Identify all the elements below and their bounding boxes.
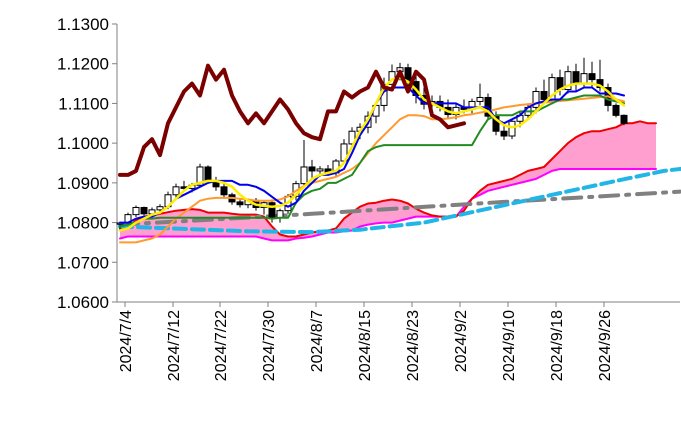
y-tick-label: 1.0600: [57, 293, 109, 312]
x-tick-label: 2024/9/10: [501, 310, 518, 381]
senkou-span-b-line: [119, 168, 657, 242]
y-axis: 1.0600 1.0700 1.0800 1.0900 1.1000 1.1100 1.12…: [57, 15, 118, 312]
candle-body: [580, 73, 588, 85]
candle: [212, 176, 220, 191]
candle-body: [196, 166, 204, 186]
x-tick-label: 2024/7/30: [261, 310, 278, 381]
x-tick-label: 2024/7/22: [213, 310, 230, 381]
y-tick-label: 1.1000: [57, 134, 109, 153]
candle-body: [588, 73, 596, 81]
candle: [572, 63, 580, 92]
x-tick-label: 2024/7/4: [118, 310, 135, 372]
x-axis: 2024/7/4 2024/7/12 2024/7/22 2024/7/30 2024/…: [117, 301, 680, 381]
candle-body: [612, 104, 620, 116]
candle-body: [156, 206, 164, 211]
chikou-span-line: [118, 63, 466, 177]
candle-body: [172, 186, 180, 196]
indicator-lines-front: [118, 63, 626, 244]
y-tick-label: 1.1300: [57, 15, 109, 34]
candle-body: [620, 114, 628, 124]
x-tick-label: 2024/9/18: [549, 310, 566, 381]
candle: [532, 87, 540, 114]
candle: [612, 103, 620, 118]
candle-body: [476, 96, 484, 102]
y-tick-label: 1.0800: [57, 214, 109, 233]
candle: [476, 83, 484, 106]
x-tick-label: 2024/9/26: [597, 310, 614, 381]
y-tick-label: 1.0900: [57, 174, 109, 193]
x-tick-label: 2024/8/15: [357, 310, 374, 381]
candle: [260, 200, 268, 215]
gray-dashed-line: [118, 189, 681, 227]
candle-body: [316, 168, 324, 172]
candle-body: [236, 201, 244, 206]
candle-body: [276, 210, 284, 219]
moving-average-short-line: [118, 76, 626, 232]
x-tick-label: 2024/8/23: [405, 310, 422, 381]
x-tick-label: 2024/7/12: [166, 310, 183, 381]
candle-body: [540, 91, 548, 100]
candle-body: [508, 120, 516, 137]
candle-body: [564, 71, 572, 91]
y-tick-label: 1.1100: [58, 94, 109, 113]
candle-body: [500, 130, 508, 137]
candle: [500, 125, 508, 140]
senkou-span-a-line: [119, 120, 657, 238]
candle-body: [140, 206, 148, 215]
candle: [132, 205, 140, 218]
candle-body: [348, 130, 356, 145]
candle-body: [308, 166, 316, 172]
candle-body: [132, 206, 140, 216]
candle-body: [204, 166, 212, 182]
candle: [220, 183, 228, 199]
candle: [300, 139, 308, 188]
candle-body: [300, 166, 308, 185]
x-tick-label: 2024/9/2: [453, 310, 470, 372]
candle: [620, 114, 628, 126]
cyan-dashed-line: [118, 166, 681, 235]
kijun-sen-line: [119, 94, 625, 228]
candle-body: [268, 202, 276, 219]
y-tick-label: 1.1200: [57, 55, 109, 74]
candle-body: [572, 71, 580, 85]
candle: [140, 206, 148, 216]
x-tick-label: 2024/8/7: [309, 310, 326, 372]
candle: [564, 65, 572, 94]
candle: [172, 183, 180, 198]
candle-body: [220, 186, 228, 196]
candle: [276, 208, 284, 223]
candle: [540, 79, 548, 104]
candle: [508, 119, 516, 140]
candle: [308, 159, 316, 179]
candle-body: [532, 91, 540, 108]
y-tick-label: 1.0700: [57, 253, 109, 272]
indicator-lines-back: [118, 120, 681, 242]
